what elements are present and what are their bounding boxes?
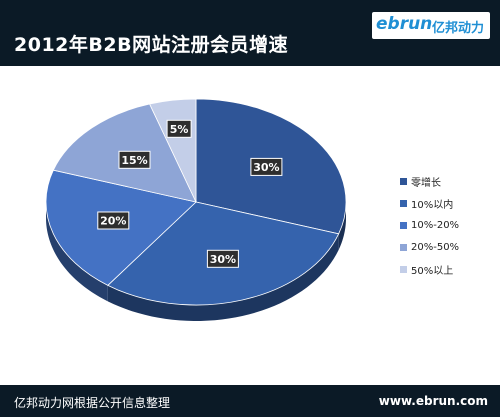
pie-data-label-2: 20% [97,211,130,230]
pie-data-label-text: 20% [100,215,126,228]
chart-legend: 零增长 10%以内 10%-20% 20%-50% 50%以上 [400,170,462,280]
source-note: 亿邦动力网根据公开信息整理 [14,396,171,410]
legend-item: 10%-20% [400,214,462,236]
legend-swatch [400,265,407,273]
pie-data-label-bg [250,157,283,176]
pie-data-label-text: 30% [210,253,236,266]
header-bar: 2012年B2B网站注册会员增速 ebrun 亿邦动力 [0,0,500,66]
pie-data-label-bg [166,119,192,138]
pie-data-label-text: 5% [170,123,189,136]
legend-label: 10%以内 [411,199,454,211]
brand-logo: ebrun 亿邦动力 [372,12,490,39]
site-url: www.ebrun.com [378,394,488,408]
pie-data-labels: 30% 30% 20% 15% 5% [97,119,283,268]
pie-chart: 30% 30% 20% 15% 5% [45,98,347,321]
brand-logo-cn: 亿邦动力 [431,21,484,36]
legend-label: 20%-50% [411,241,460,253]
legend-label: 50%以上 [411,265,454,277]
pie-data-label-3: 15% [118,150,151,169]
legend-swatch [400,199,407,207]
legend-swatch [400,221,407,229]
chart-title: 2012年B2B网站注册会员增速 [14,34,289,56]
pie-data-label-4: 5% [166,119,192,138]
pie-data-label-0: 30% [250,157,283,176]
pie-slices [45,98,347,306]
brand-logo-latin: ebrun [376,14,433,34]
legend-item: 20%-50% [400,236,462,258]
footer-bar: 亿邦动力网根据公开信息整理 www.ebrun.com [0,385,500,417]
legend-swatch [400,243,407,251]
pie-data-label-bg [97,211,130,230]
chart-area: 30% 30% 20% 15% 5% 零增长 10%以内 10%-20% 20%-50% 50%… [0,78,500,378]
pie-side-1 [107,233,339,321]
legend-item: 零增长 [400,170,462,192]
legend-item: 50%以上 [400,258,462,280]
pie-data-label-bg [206,249,239,268]
pie-data-label-1: 30% [206,249,239,268]
pie-data-label-bg [118,150,151,169]
legend-label: 零增长 [411,177,441,189]
legend-label: 10%-20% [411,219,460,231]
pie-data-label-text: 15% [121,154,147,167]
legend-swatch [400,177,407,185]
legend-item: 10%以内 [400,192,462,214]
pie-data-label-text: 30% [253,161,279,174]
